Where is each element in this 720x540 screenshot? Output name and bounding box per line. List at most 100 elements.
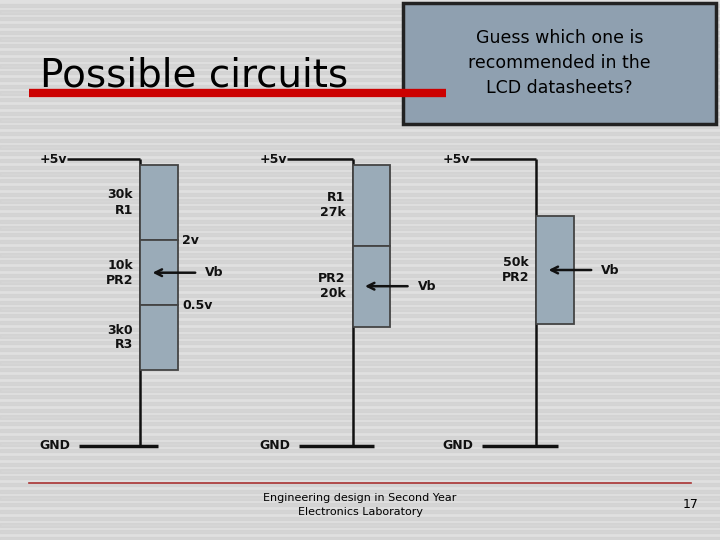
Text: +5v: +5v [40,153,67,166]
Bar [0,408,720,411]
Bar [0,219,720,222]
Text: 2v: 2v [182,234,199,247]
Bar [0,415,720,418]
Bar [0,206,720,209]
Text: Possible circuits: Possible circuits [40,57,348,94]
Bar [0,152,720,156]
Text: 3k0
R3: 3k0 R3 [107,323,133,352]
Bar [0,327,720,330]
Bar [0,91,720,94]
Bar [0,489,720,492]
Bar [0,118,720,122]
Text: PR2
20k: PR2 20k [318,272,346,300]
Bar [0,375,720,378]
Bar [0,361,720,365]
Text: 17: 17 [683,498,698,511]
Text: Engineering design in Second Year
Electronics Laboratory: Engineering design in Second Year Electr… [264,493,456,517]
Text: Vb: Vb [601,264,620,276]
Bar [353,165,390,246]
Bar [0,159,720,162]
Bar [0,334,720,338]
Bar [0,273,720,276]
Bar [0,98,720,102]
Bar [0,395,720,399]
Bar [0,213,720,216]
Bar [0,314,720,317]
Bar [0,381,720,384]
Bar [0,132,720,135]
Bar [0,179,720,183]
Bar [0,496,720,500]
Text: 0.5v: 0.5v [182,299,212,312]
Bar [0,111,720,115]
Bar [0,435,720,438]
Bar [0,267,720,270]
Bar [0,105,720,108]
Bar [0,462,720,465]
Text: 10k
PR2: 10k PR2 [106,259,133,287]
Bar [0,51,720,54]
Bar [0,503,720,507]
Bar [0,294,720,297]
Bar [0,483,720,486]
Bar [0,233,720,237]
Text: +5v: +5v [259,153,287,166]
Bar [0,280,720,284]
Bar [0,523,720,526]
Bar [0,354,720,357]
Bar [0,186,720,189]
Bar [0,57,720,60]
Bar [0,145,720,149]
Bar [0,44,720,47]
Bar [0,260,720,263]
Bar [353,246,390,327]
Bar [0,537,720,540]
Bar [0,422,720,426]
Bar [0,37,720,40]
Text: GND: GND [443,439,474,452]
Bar [0,388,720,392]
Bar [0,469,720,472]
Bar [0,246,720,249]
Bar [0,172,720,176]
Bar [0,165,720,168]
Bar [140,165,178,240]
Bar [0,226,720,230]
Bar [403,3,716,124]
Bar [0,402,720,405]
Bar [0,3,720,6]
Bar [140,240,178,305]
Bar [0,287,720,291]
Bar [0,253,720,256]
Bar [0,442,720,446]
Bar [140,305,178,370]
Bar [0,341,720,345]
Bar [0,307,720,310]
Bar [0,125,720,128]
Bar [0,348,720,351]
Bar [0,429,720,432]
Text: GND: GND [259,439,290,452]
Bar [0,300,720,303]
Bar [0,64,720,68]
Bar [0,17,720,20]
Bar [0,24,720,27]
Bar [0,476,720,480]
Bar [0,84,720,87]
Text: Guess which one is
recommended in the
LCD datasheets?: Guess which one is recommended in the LC… [469,30,651,97]
Text: 30k
R1: 30k R1 [107,188,133,217]
Text: Vb: Vb [418,280,436,293]
Text: 50k
PR2: 50k PR2 [502,256,529,284]
Bar [0,192,720,195]
Bar [0,10,720,14]
Bar [0,240,720,243]
Bar [0,78,720,81]
Bar [0,321,720,324]
Text: Vb: Vb [205,266,224,279]
Bar [536,216,574,324]
Bar [0,30,720,33]
Bar [0,368,720,372]
Text: +5v: +5v [443,153,470,166]
Bar [0,530,720,534]
Text: R1
27k: R1 27k [320,191,346,219]
